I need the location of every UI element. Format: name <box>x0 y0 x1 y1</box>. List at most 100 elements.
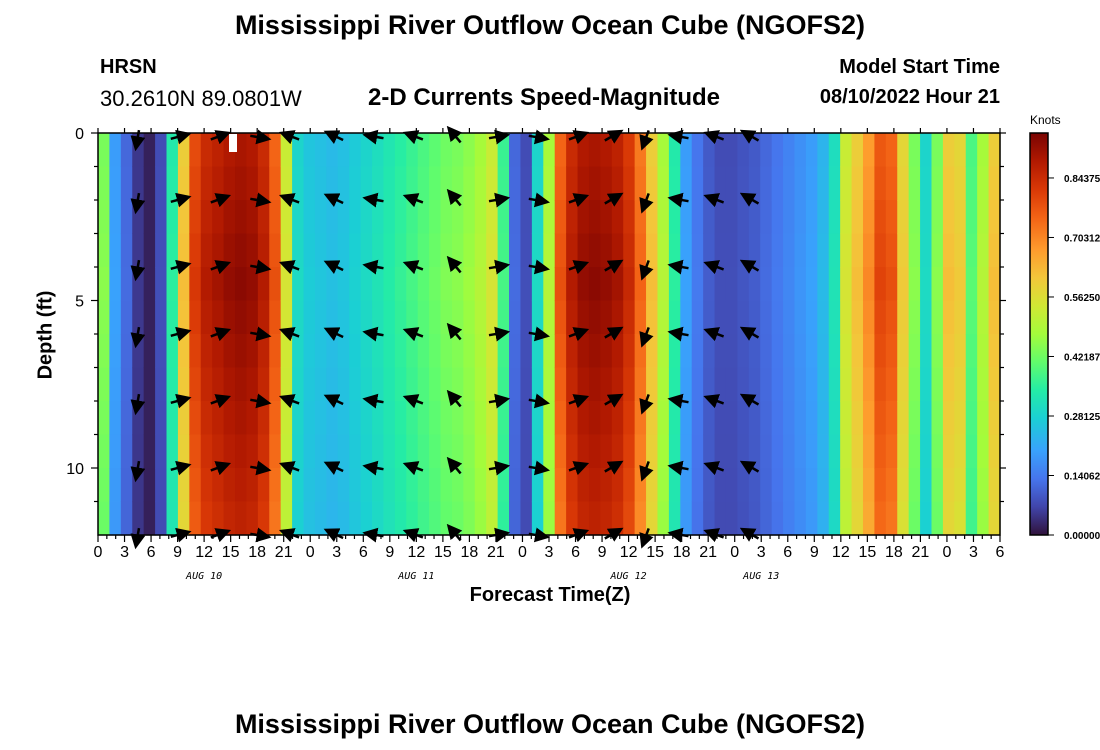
heatmap-cell <box>417 200 430 235</box>
heatmap-cell <box>908 233 921 268</box>
heatmap-cell <box>394 367 407 402</box>
heatmap-cell <box>931 434 944 469</box>
heatmap-cell <box>292 434 305 469</box>
x-tick-label: 6 <box>359 544 368 561</box>
heatmap-cell <box>155 401 168 436</box>
heatmap-cell <box>372 434 385 469</box>
current-vector-arrow <box>703 327 725 342</box>
heatmap-cell <box>143 468 156 503</box>
heatmap-cell <box>611 434 624 469</box>
heatmap-cell <box>646 367 659 402</box>
heatmap-cell <box>588 233 601 268</box>
x-tick-label: 12 <box>620 544 638 561</box>
heatmap-cell <box>235 468 248 503</box>
heatmap-cell <box>474 501 487 536</box>
heatmap-cell <box>874 334 887 369</box>
current-vector-arrow <box>739 393 760 408</box>
current-vector-arrow <box>528 129 550 145</box>
heatmap-cell <box>235 334 248 369</box>
current-vector-arrow <box>362 393 384 409</box>
heatmap-cell <box>908 468 921 503</box>
heatmap-cell <box>600 434 613 469</box>
heatmap-cell <box>235 501 248 536</box>
heatmap-cell <box>851 367 864 402</box>
heatmap-cell <box>280 267 293 302</box>
heatmap-cell <box>212 367 225 402</box>
heatmap-cell <box>634 501 647 536</box>
x-tick-label: 6 <box>147 544 156 561</box>
heatmap-cell <box>212 434 225 469</box>
heatmap-cell <box>235 133 248 168</box>
heatmap-cell <box>303 166 316 201</box>
heatmap-cell <box>623 200 636 235</box>
heatmap-cell <box>611 334 624 369</box>
heatmap-cell <box>166 334 179 369</box>
heatmap-cell <box>109 434 122 469</box>
heatmap-cell <box>794 233 807 268</box>
heatmap-cell <box>497 468 510 503</box>
heatmap-cell <box>360 468 373 503</box>
heatmap-cell <box>189 401 202 436</box>
heatmap-cell <box>920 200 933 235</box>
heatmap-cell <box>349 300 362 335</box>
current-vector-arrow <box>362 259 384 275</box>
heatmap-cell <box>623 367 636 402</box>
heatmap-cell <box>988 166 1001 201</box>
heatmap-cell <box>509 334 522 369</box>
heatmap-cell <box>269 267 282 302</box>
heatmap-cell <box>337 401 350 436</box>
heatmap-cell <box>897 300 910 335</box>
heatmap-cell <box>805 367 818 402</box>
heatmap-cell <box>577 233 590 268</box>
heatmap-cell <box>897 133 910 168</box>
heatmap-cell <box>783 468 796 503</box>
heatmap-cell <box>257 468 270 503</box>
heatmap-cell <box>805 334 818 369</box>
heatmap-cell <box>246 166 259 201</box>
heatmap-cell <box>623 501 636 536</box>
current-vector-arrow <box>639 259 654 281</box>
heatmap-cell <box>246 300 259 335</box>
current-vector-arrow <box>639 460 654 482</box>
heatmap-cell <box>703 200 716 235</box>
chart-title: Mississippi River Outflow Ocean Cube (NG… <box>234 10 866 40</box>
current-vector-arrow <box>210 193 232 208</box>
heatmap-cell <box>132 367 145 402</box>
heatmap-cell <box>817 133 830 168</box>
x-tick-label: 18 <box>461 544 479 561</box>
heatmap-cell <box>897 501 910 536</box>
heatmap-cell <box>668 300 681 335</box>
heatmap-cell <box>805 133 818 168</box>
heatmap-cell <box>668 434 681 469</box>
heatmap-cell <box>269 233 282 268</box>
heatmap-cell <box>703 233 716 268</box>
heatmap-cell <box>748 233 761 268</box>
heatmap-cell <box>326 166 339 201</box>
heatmap-cell <box>897 434 910 469</box>
heatmap-cell <box>406 166 419 201</box>
heatmap-cell <box>908 166 921 201</box>
heatmap-cell <box>828 334 841 369</box>
heatmap-cell <box>988 401 1001 436</box>
heatmap-cell <box>623 434 636 469</box>
heatmap-cell <box>828 434 841 469</box>
heatmap-cell <box>794 133 807 168</box>
heatmap-cell <box>885 501 898 536</box>
heatmap-cell <box>942 133 955 168</box>
current-vector-arrow <box>528 326 550 342</box>
heatmap-cell <box>760 334 773 369</box>
heatmap-cell <box>771 468 784 503</box>
heatmap-cell <box>509 367 522 402</box>
heatmap-cell <box>737 468 750 503</box>
x-tick-label: 15 <box>858 544 876 561</box>
heatmap-cell <box>177 501 190 536</box>
heatmap-cell <box>543 334 556 369</box>
heatmap-cell <box>417 501 430 536</box>
heatmap-cell <box>98 334 111 369</box>
current-vector-arrow <box>488 192 511 208</box>
heatmap-cell <box>680 267 693 302</box>
heatmap-cell <box>862 267 876 302</box>
heatmap-cell <box>246 501 259 536</box>
heatmap-cell <box>177 166 190 201</box>
heatmap-cell <box>794 200 807 235</box>
